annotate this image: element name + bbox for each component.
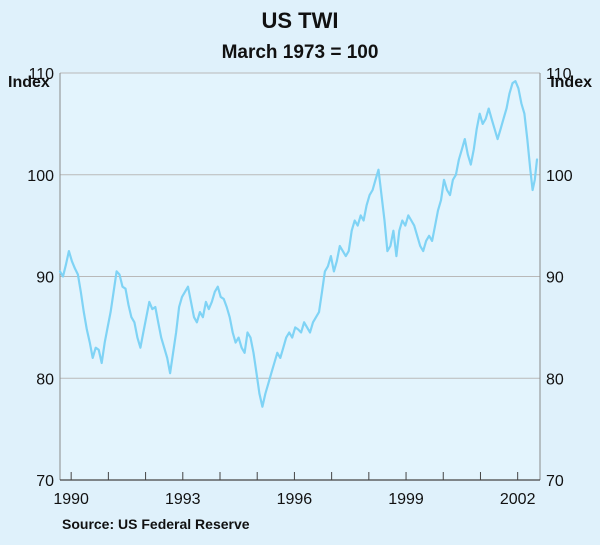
y-tick-label-right: 80	[546, 371, 564, 388]
y-tick-label-left: 70	[36, 473, 54, 490]
y-tick-label-right: 110	[546, 66, 572, 83]
y-tick-label-right: 90	[546, 270, 564, 287]
y-tick-label-left: 100	[27, 168, 54, 185]
y-tick-label-left: 90	[36, 270, 54, 287]
chart-title: US TWI	[261, 8, 339, 33]
x-tick-label: 1996	[277, 491, 313, 508]
x-tick-label: 1999	[388, 491, 424, 508]
y-tick-label-right: 100	[546, 168, 573, 185]
y-axis-label-left: Index	[8, 74, 50, 91]
x-tick-label: 2002	[500, 491, 536, 508]
y-tick-label-left: 110	[28, 66, 54, 83]
series-line-us-twi	[58, 79, 539, 408]
y-tick-label-left: 80	[36, 371, 54, 388]
x-tick-label: 1993	[165, 491, 201, 508]
y-tick-label-right: 70	[546, 473, 564, 490]
y-axis-label-right: Index	[550, 74, 592, 91]
x-tick-label: 1990	[53, 491, 89, 508]
chart-subtitle: March 1973 = 100	[221, 42, 379, 63]
source-note: Source: US Federal Reserve	[62, 516, 250, 532]
